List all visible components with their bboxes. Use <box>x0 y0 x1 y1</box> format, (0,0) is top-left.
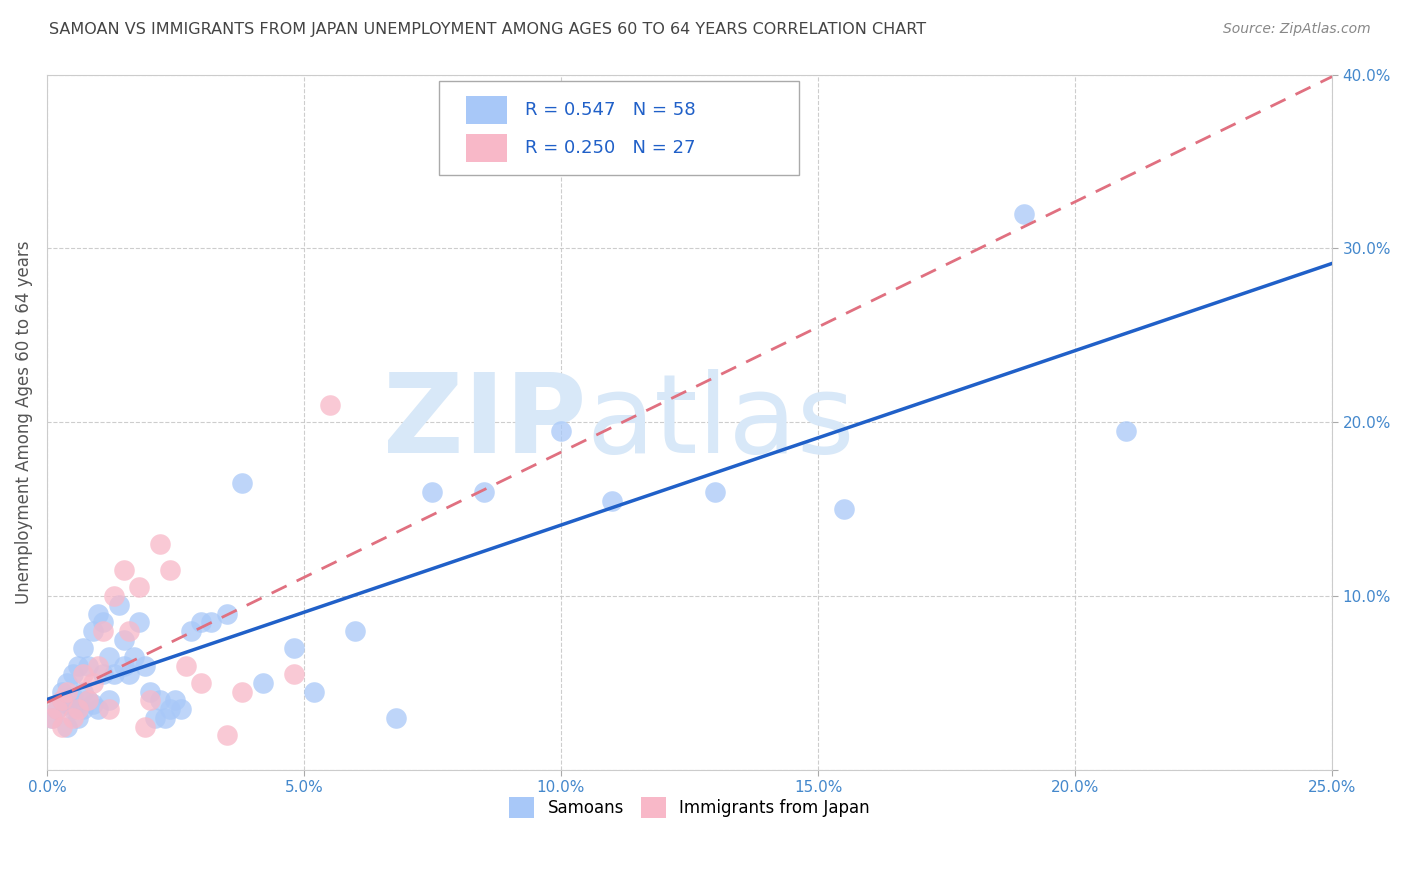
Point <box>190 615 212 630</box>
FancyBboxPatch shape <box>465 135 508 162</box>
Text: Source: ZipAtlas.com: Source: ZipAtlas.com <box>1223 22 1371 37</box>
Point <box>149 537 172 551</box>
Point <box>602 493 624 508</box>
Text: atlas: atlas <box>586 368 855 475</box>
Point <box>103 589 125 603</box>
Point <box>215 607 238 621</box>
Point <box>112 658 135 673</box>
Point <box>72 667 94 681</box>
Point <box>302 685 325 699</box>
Point <box>82 676 104 690</box>
Point <box>97 693 120 707</box>
Text: R = 0.250   N = 27: R = 0.250 N = 27 <box>524 139 696 157</box>
Point <box>93 667 115 681</box>
Point <box>77 693 100 707</box>
Point <box>93 615 115 630</box>
Point <box>56 676 79 690</box>
Point <box>56 697 79 711</box>
Point <box>82 697 104 711</box>
Point <box>134 719 156 733</box>
Point <box>422 484 444 499</box>
Point <box>159 563 181 577</box>
Point <box>77 693 100 707</box>
Point <box>62 711 84 725</box>
FancyBboxPatch shape <box>465 96 508 124</box>
Point <box>97 650 120 665</box>
Point <box>153 711 176 725</box>
Point <box>180 624 202 638</box>
Point <box>283 667 305 681</box>
Point <box>46 702 69 716</box>
Point <box>112 632 135 647</box>
Point <box>143 711 166 725</box>
Point <box>72 641 94 656</box>
Text: ZIP: ZIP <box>384 368 586 475</box>
Point <box>66 702 89 716</box>
FancyBboxPatch shape <box>439 81 799 176</box>
Point <box>87 658 110 673</box>
Point <box>128 581 150 595</box>
Point <box>41 711 63 725</box>
Point <box>62 702 84 716</box>
Point <box>138 693 160 707</box>
Point <box>118 667 141 681</box>
Point <box>93 624 115 638</box>
Point <box>134 658 156 673</box>
Point <box>1115 424 1137 438</box>
Point <box>66 658 89 673</box>
Point <box>165 693 187 707</box>
Point <box>231 685 253 699</box>
Point <box>72 685 94 699</box>
Point <box>318 398 340 412</box>
Point <box>51 685 73 699</box>
Text: SAMOAN VS IMMIGRANTS FROM JAPAN UNEMPLOYMENT AMONG AGES 60 TO 64 YEARS CORRELATI: SAMOAN VS IMMIGRANTS FROM JAPAN UNEMPLOY… <box>49 22 927 37</box>
Point <box>169 702 191 716</box>
Point <box>77 658 100 673</box>
Point <box>704 484 727 499</box>
Point <box>231 476 253 491</box>
Point <box>472 484 495 499</box>
Point <box>200 615 222 630</box>
Point <box>159 702 181 716</box>
Point <box>252 676 274 690</box>
Point <box>124 650 146 665</box>
Point <box>190 676 212 690</box>
Text: R = 0.547   N = 58: R = 0.547 N = 58 <box>524 101 696 120</box>
Point <box>112 563 135 577</box>
Legend: Samoans, Immigrants from Japan: Samoans, Immigrants from Japan <box>503 790 876 824</box>
Point <box>72 702 94 716</box>
Point <box>832 502 855 516</box>
Point <box>344 624 367 638</box>
Point <box>1012 206 1035 220</box>
Point <box>82 624 104 638</box>
Point <box>215 728 238 742</box>
Point <box>128 615 150 630</box>
Point <box>97 702 120 716</box>
Point <box>56 719 79 733</box>
Y-axis label: Unemployment Among Ages 60 to 64 years: Unemployment Among Ages 60 to 64 years <box>15 241 32 604</box>
Point <box>66 711 89 725</box>
Point <box>174 658 197 673</box>
Point <box>51 693 73 707</box>
Point <box>41 711 63 725</box>
Point <box>149 693 172 707</box>
Point <box>62 690 84 704</box>
Point <box>103 667 125 681</box>
Point <box>385 711 408 725</box>
Point <box>46 702 69 716</box>
Point <box>62 667 84 681</box>
Point <box>550 424 572 438</box>
Point <box>51 719 73 733</box>
Point <box>283 641 305 656</box>
Point <box>87 702 110 716</box>
Point <box>118 624 141 638</box>
Point <box>108 598 131 612</box>
Point <box>56 685 79 699</box>
Point <box>51 693 73 707</box>
Point <box>138 685 160 699</box>
Point <box>87 607 110 621</box>
